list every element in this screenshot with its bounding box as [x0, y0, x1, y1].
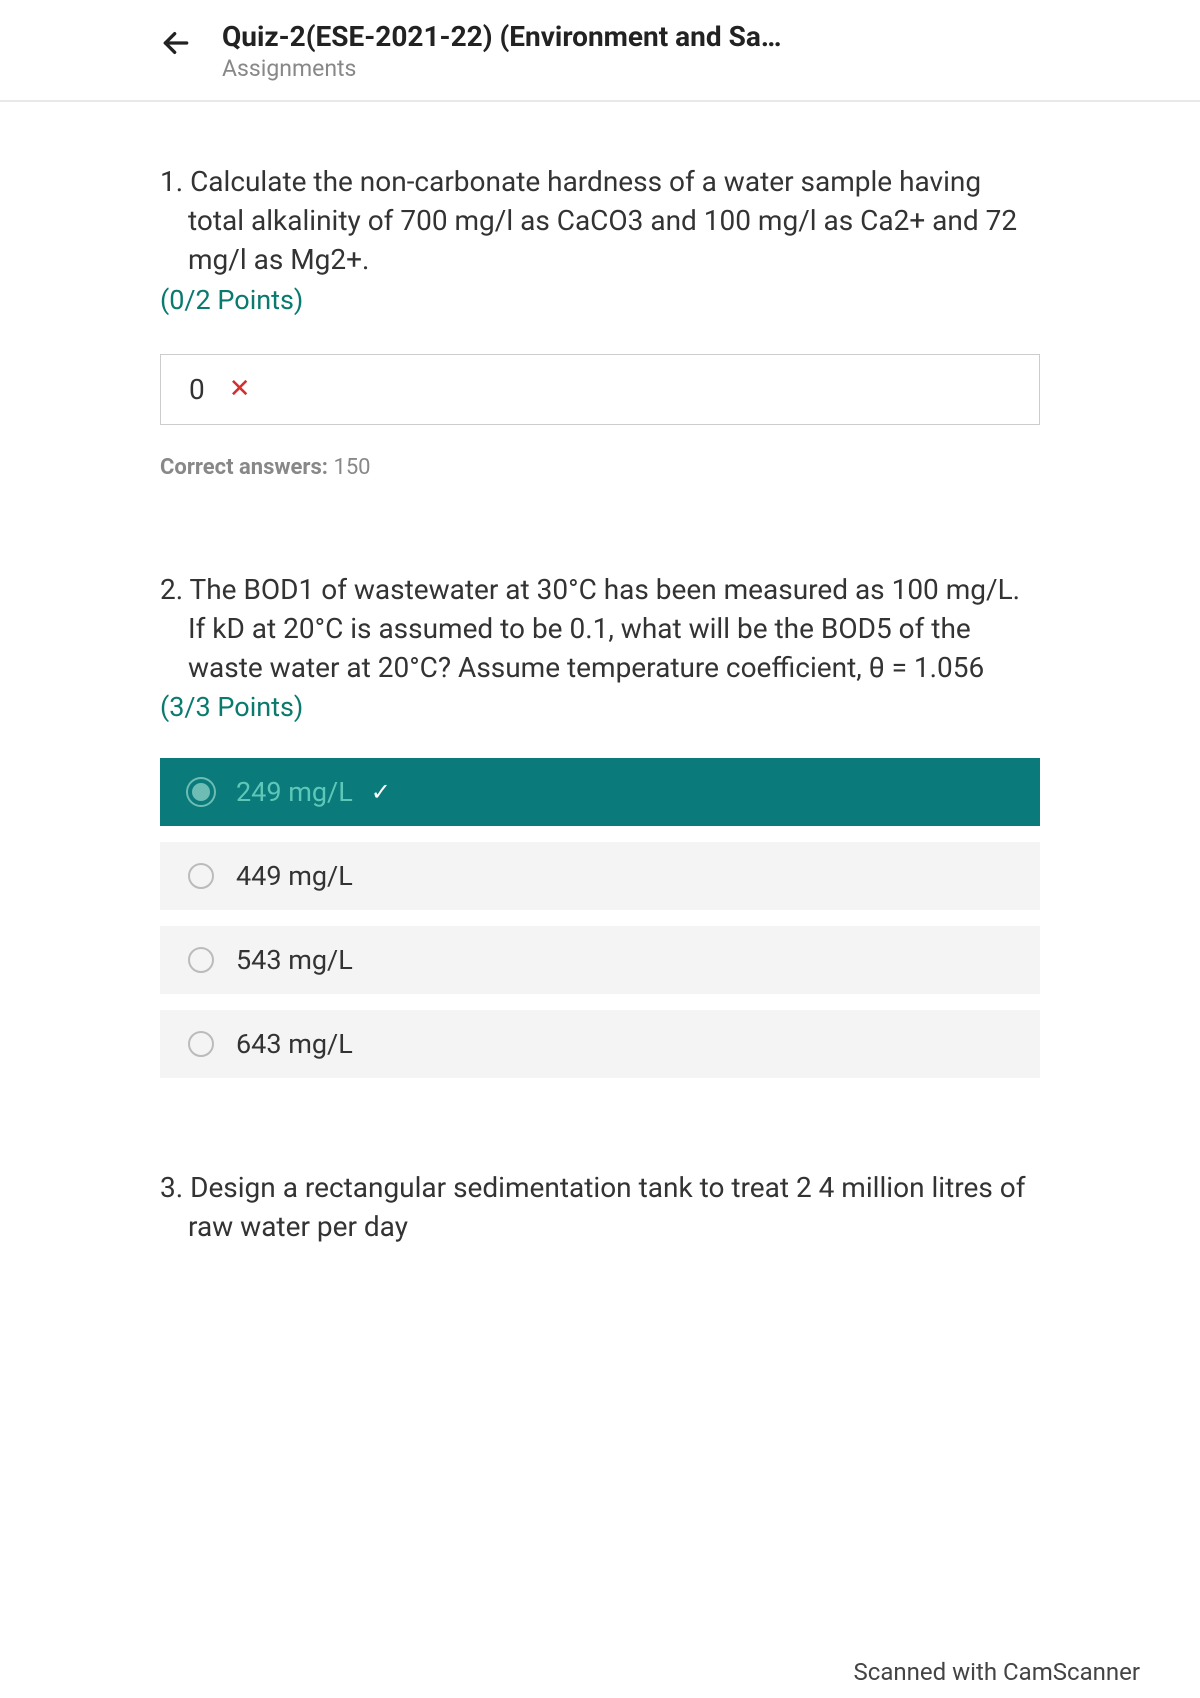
back-arrow-icon[interactable] [160, 26, 192, 68]
question-2: 2. The BOD1 of wastewater at 30°C has be… [160, 570, 1040, 1079]
header: Quiz-2(ESE-2021-22) (Environment and Sa…… [0, 0, 1200, 102]
checkmark-icon: ✓ [371, 778, 391, 806]
option-unselected[interactable]: 643 mg/L [160, 1010, 1040, 1078]
answer-input-box[interactable]: 0 ✕ [160, 354, 1040, 425]
question-body: Calculate the non-carbonate hardness of … [188, 165, 1017, 276]
question-body: The BOD1 of wastewater at 30°C has been … [188, 573, 1020, 684]
option-unselected[interactable]: 449 mg/L [160, 842, 1040, 910]
watermark: Scanned with CamScanner [854, 1658, 1140, 1686]
question-text: 2. The BOD1 of wastewater at 30°C has be… [160, 570, 1040, 688]
option-label: 449 mg/L [236, 860, 353, 892]
option-selected-correct[interactable]: 249 mg/L ✓ [160, 758, 1040, 826]
page-title: Quiz-2(ESE-2021-22) (Environment and Sa… [222, 20, 942, 53]
option-label: 249 mg/L [236, 776, 353, 808]
option-label: 643 mg/L [236, 1028, 353, 1060]
question-points: (0/2 Points) [160, 284, 1040, 316]
option-label: 543 mg/L [236, 944, 353, 976]
options-container: 249 mg/L ✓ 449 mg/L 543 mg/L 643 mg/L [160, 758, 1040, 1078]
header-text: Quiz-2(ESE-2021-22) (Environment and Sa…… [222, 20, 1040, 82]
radio-icon [188, 863, 214, 889]
correct-answers-value: 150 [333, 455, 370, 480]
user-answer-value: 0 [189, 373, 205, 406]
option-unselected[interactable]: 543 mg/L [160, 926, 1040, 994]
question-3: 3. Design a rectangular sedimentation ta… [160, 1168, 1040, 1246]
radio-icon [188, 1031, 214, 1057]
question-number: 1. [160, 165, 183, 198]
correct-answers: Correct answers: 150 [160, 455, 1040, 480]
question-1: 1. Calculate the non-carbonate hardness … [160, 162, 1040, 480]
question-text: 1. Calculate the non-carbonate hardness … [160, 162, 1040, 280]
question-points: (3/3 Points) [160, 691, 1040, 723]
correct-answers-label: Correct answers: [160, 455, 333, 480]
question-number: 3. [160, 1171, 183, 1204]
incorrect-x-icon: ✕ [229, 374, 251, 404]
question-number: 2. [160, 573, 183, 606]
page-subtitle: Assignments [222, 55, 1040, 82]
question-body: Design a rectangular sedimentation tank … [188, 1171, 1025, 1243]
radio-selected-icon [188, 779, 214, 805]
content-area: 1. Calculate the non-carbonate hardness … [0, 102, 1200, 1247]
radio-icon [188, 947, 214, 973]
question-text: 3. Design a rectangular sedimentation ta… [160, 1168, 1040, 1246]
